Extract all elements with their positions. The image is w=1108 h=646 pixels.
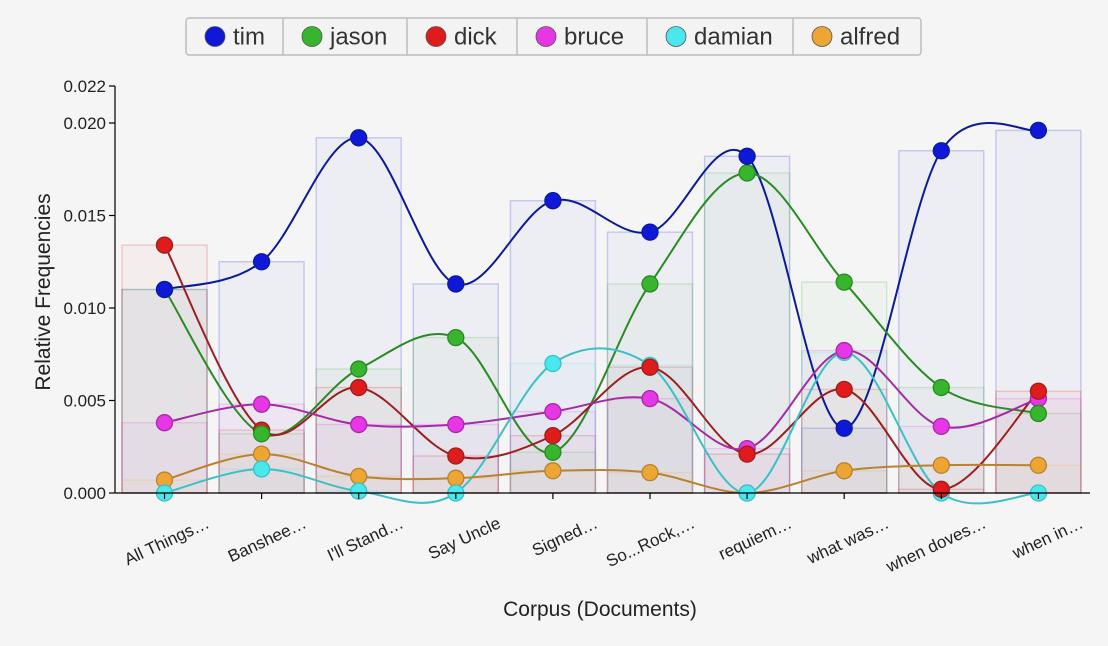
legend-label-dick: dick xyxy=(454,24,498,51)
point-bruce-8[interactable] xyxy=(932,417,950,436)
legend-swatch-jason xyxy=(301,26,323,47)
legend-item-damian[interactable]: damian xyxy=(646,18,773,55)
points-layer xyxy=(155,121,1048,502)
point-damian-1[interactable] xyxy=(252,460,271,478)
point-damian-2[interactable] xyxy=(350,482,368,500)
point-dick-4[interactable] xyxy=(544,426,562,445)
point-tim-5[interactable] xyxy=(641,223,659,241)
point-tim-6[interactable] xyxy=(738,147,756,165)
legend-item-jason[interactable]: jason xyxy=(282,18,387,55)
x-tick-label-1: Banshee… xyxy=(225,513,309,566)
point-tim-7[interactable] xyxy=(835,419,853,437)
y-tick-label: 0.022 xyxy=(63,77,106,96)
y-tick-label: 0.000 xyxy=(63,484,106,503)
legend-item-bruce[interactable]: bruce xyxy=(516,18,624,55)
x-axis-title: Corpus (Documents) xyxy=(503,598,697,621)
point-alfred-5[interactable] xyxy=(641,463,659,482)
point-bruce-4[interactable] xyxy=(544,402,562,421)
x-tick-label-0: All Things… xyxy=(121,513,212,569)
legend-swatch-tim xyxy=(204,26,226,47)
lines-layer xyxy=(163,122,1040,505)
point-dick-6[interactable] xyxy=(738,445,756,463)
point-jason-5[interactable] xyxy=(641,275,659,293)
legend-swatch-alfred xyxy=(811,26,833,47)
point-damian-4[interactable] xyxy=(544,354,562,373)
legend-item-tim[interactable]: tim xyxy=(204,24,265,51)
y-tick-label: 0.015 xyxy=(63,207,106,226)
legend-swatch-dick xyxy=(425,26,447,47)
x-tick-label-5: So...Rock,… xyxy=(603,513,698,571)
point-jason-4[interactable] xyxy=(544,443,562,461)
line-alfred xyxy=(164,453,1039,495)
point-bruce-2[interactable] xyxy=(350,415,368,434)
point-dick-5[interactable] xyxy=(641,358,659,376)
line-bruce xyxy=(164,349,1039,451)
legend-label-bruce: bruce xyxy=(564,24,624,51)
legend-item-dick[interactable]: dick xyxy=(406,18,498,55)
x-tick-label-2: I'll Stand… xyxy=(324,513,406,565)
legend-swatch-damian xyxy=(665,26,687,47)
point-tim-4[interactable] xyxy=(544,192,562,210)
point-jason-6[interactable] xyxy=(738,164,756,182)
point-jason-7[interactable] xyxy=(835,273,853,291)
point-jason-2[interactable] xyxy=(350,360,368,378)
point-tim-3[interactable] xyxy=(447,275,465,293)
point-alfred-9[interactable] xyxy=(1029,456,1048,474)
x-tick-label-8: when doves… xyxy=(882,513,989,576)
point-bruce-7[interactable] xyxy=(835,341,853,360)
point-alfred-1[interactable] xyxy=(252,445,271,463)
point-dick-3[interactable] xyxy=(447,447,465,465)
point-jason-1[interactable] xyxy=(252,425,271,443)
point-dick-9[interactable] xyxy=(1029,382,1048,400)
x-tick-label-7: what was… xyxy=(803,513,892,568)
point-tim-8[interactable] xyxy=(932,142,950,160)
point-dick-7[interactable] xyxy=(835,380,853,399)
point-bruce-3[interactable] xyxy=(447,415,465,434)
x-tick-label-3: Say Uncle xyxy=(425,513,503,563)
point-dick-2[interactable] xyxy=(350,378,368,397)
line-jason xyxy=(163,171,1039,454)
point-tim-9[interactable] xyxy=(1029,121,1048,140)
legend-label-damian: damian xyxy=(694,24,773,51)
line-tim xyxy=(164,122,1039,430)
point-jason-3[interactable] xyxy=(447,328,465,347)
y-tick-label: 0.005 xyxy=(63,392,106,411)
point-tim-0[interactable] xyxy=(155,280,174,299)
line-damian xyxy=(164,347,1039,505)
legend-swatch-bruce xyxy=(535,26,557,47)
legend-label-alfred: alfred xyxy=(840,24,900,51)
y-axis-title: Relative Frequencies xyxy=(32,193,55,390)
legend-label-tim: tim xyxy=(233,24,265,51)
line-dick xyxy=(163,244,1040,491)
legend-label-jason: jason xyxy=(329,24,387,51)
y-tick-label: 0.010 xyxy=(63,299,106,318)
point-bruce-0[interactable] xyxy=(155,414,174,432)
x-tick-label-9: when in… xyxy=(1009,513,1086,563)
point-bruce-1[interactable] xyxy=(252,395,271,413)
legend: tim jason dick bruce damian alfred xyxy=(185,17,922,56)
x-tick-label-6: requiem… xyxy=(716,513,795,563)
point-bruce-5[interactable] xyxy=(641,389,659,408)
point-alfred-7[interactable] xyxy=(835,462,853,480)
point-jason-8[interactable] xyxy=(932,378,950,397)
point-tim-1[interactable] xyxy=(252,253,271,271)
point-alfred-2[interactable] xyxy=(350,467,368,486)
legend-item-alfred[interactable]: alfred xyxy=(792,18,900,55)
point-jason-9[interactable] xyxy=(1029,404,1048,423)
x-tick-label-4: Signed… xyxy=(529,513,600,560)
point-alfred-8[interactable] xyxy=(932,456,950,474)
point-tim-2[interactable] xyxy=(350,129,368,147)
point-dick-0[interactable] xyxy=(155,236,174,254)
point-alfred-3[interactable] xyxy=(447,469,465,487)
point-alfred-4[interactable] xyxy=(544,462,562,480)
y-tick-label: 0.020 xyxy=(63,114,106,133)
